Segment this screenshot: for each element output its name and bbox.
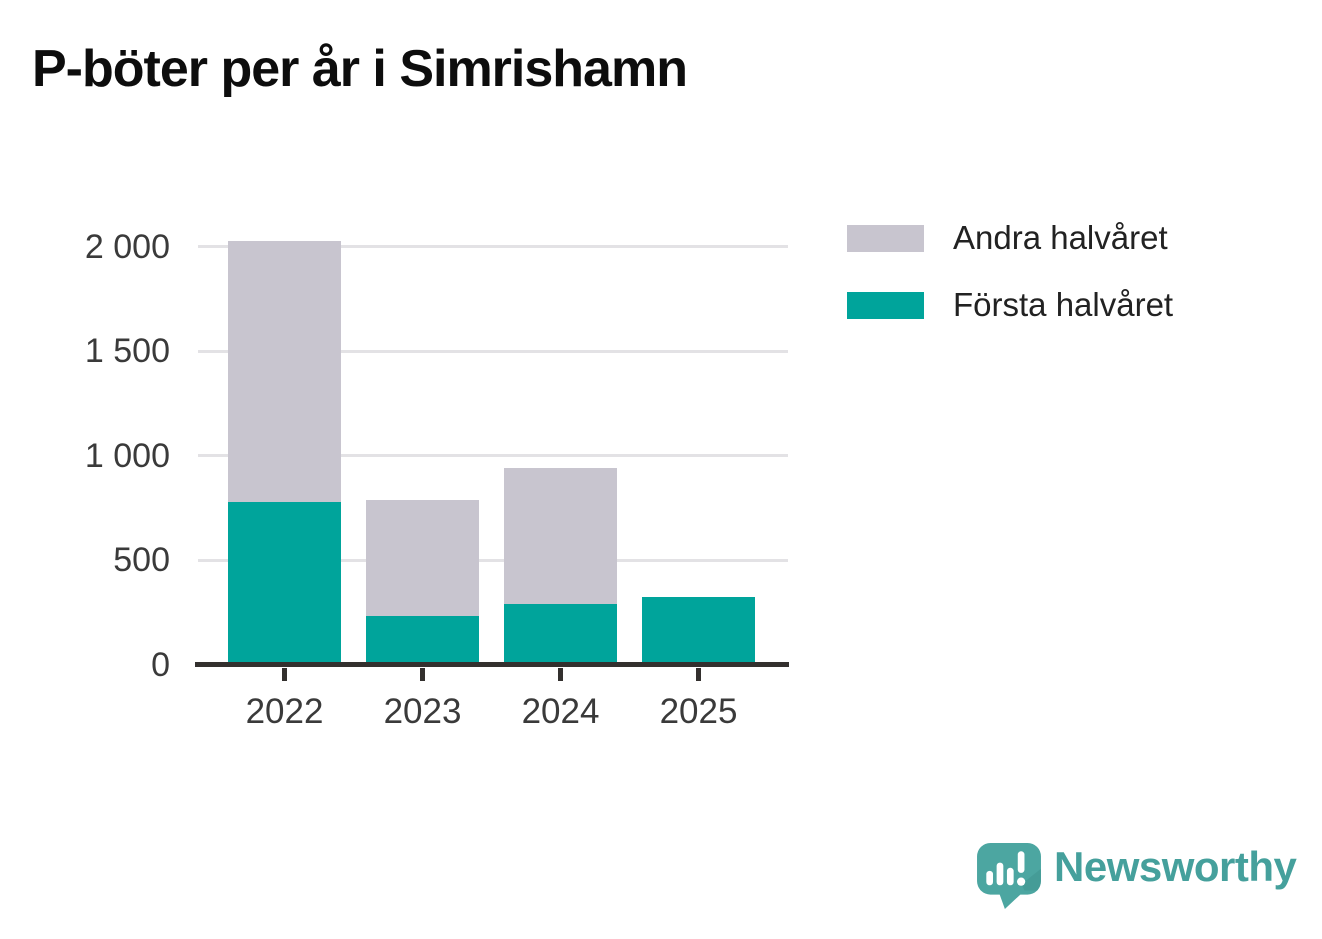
gridline-1500: [198, 349, 788, 353]
plot-area: 2022 2023 2024 2025: [195, 205, 789, 731]
x-tick-label-2023: 2023: [383, 692, 462, 731]
x-tick-label-2024: 2024: [521, 692, 600, 731]
legend-label: Första halvåret: [953, 286, 1174, 323]
y-tick-label-2000: 2 000: [84, 227, 170, 266]
x-tick-2023: [420, 668, 425, 681]
gridline-1000: [198, 454, 788, 458]
y-tick-label-500: 500: [113, 541, 170, 580]
logo-bar-3: [1006, 867, 1014, 886]
bar-segment-2022-forsta: [228, 501, 341, 665]
bar-segment-2023-andra: [366, 499, 479, 616]
y-tick-label-1000: 1 000: [84, 436, 170, 475]
legend-item-andra-halvaret: Andra halvåret: [847, 219, 1173, 257]
logo-exclamation-dot: [1016, 877, 1026, 886]
logo-bar-1: [986, 870, 994, 886]
newsworthy-logo-icon: [977, 843, 1041, 909]
newsworthy-logo: Newsworthy: [977, 843, 1297, 909]
x-tick-label-2022: 2022: [245, 692, 324, 731]
bar-segment-2022-andra: [228, 240, 341, 502]
newsworthy-logo-text: Newsworthy: [1054, 843, 1297, 890]
x-tick-2022: [282, 668, 287, 681]
legend-swatch-andra-halvaret: [847, 224, 924, 252]
bar-segment-2024-forsta: [504, 604, 617, 665]
legend-swatch-forsta-halvaret: [847, 291, 924, 319]
y-axis-labels: 0 500 1 000 1 500 2 000: [40, 205, 170, 682]
gridline-500: [198, 558, 788, 562]
x-tick-2024: [558, 668, 563, 681]
logo-bar-2: [996, 862, 1004, 886]
legend-label: Andra halvåret: [953, 219, 1168, 256]
gridline-2000: [198, 245, 788, 249]
x-tick-label-2025: 2025: [659, 692, 738, 731]
logo-exclamation-bar: [1017, 851, 1025, 873]
y-tick-label-0: 0: [151, 646, 170, 684]
x-axis-line: [195, 662, 789, 667]
bar-segment-2024-andra: [504, 468, 617, 605]
bar-segment-2023-forsta: [366, 615, 479, 665]
y-tick-label-1500: 1 500: [84, 332, 170, 371]
chart-title: P-böter per år i Simrishamn: [32, 40, 688, 98]
legend-item-forsta-halvaret: Första halvåret: [847, 286, 1173, 324]
x-tick-2025: [696, 668, 701, 681]
legend: Andra halvåret Första halvåret: [847, 219, 1173, 324]
bar-segment-2025-forsta: [642, 597, 755, 665]
logo-fold-shade: [1021, 868, 1041, 891]
